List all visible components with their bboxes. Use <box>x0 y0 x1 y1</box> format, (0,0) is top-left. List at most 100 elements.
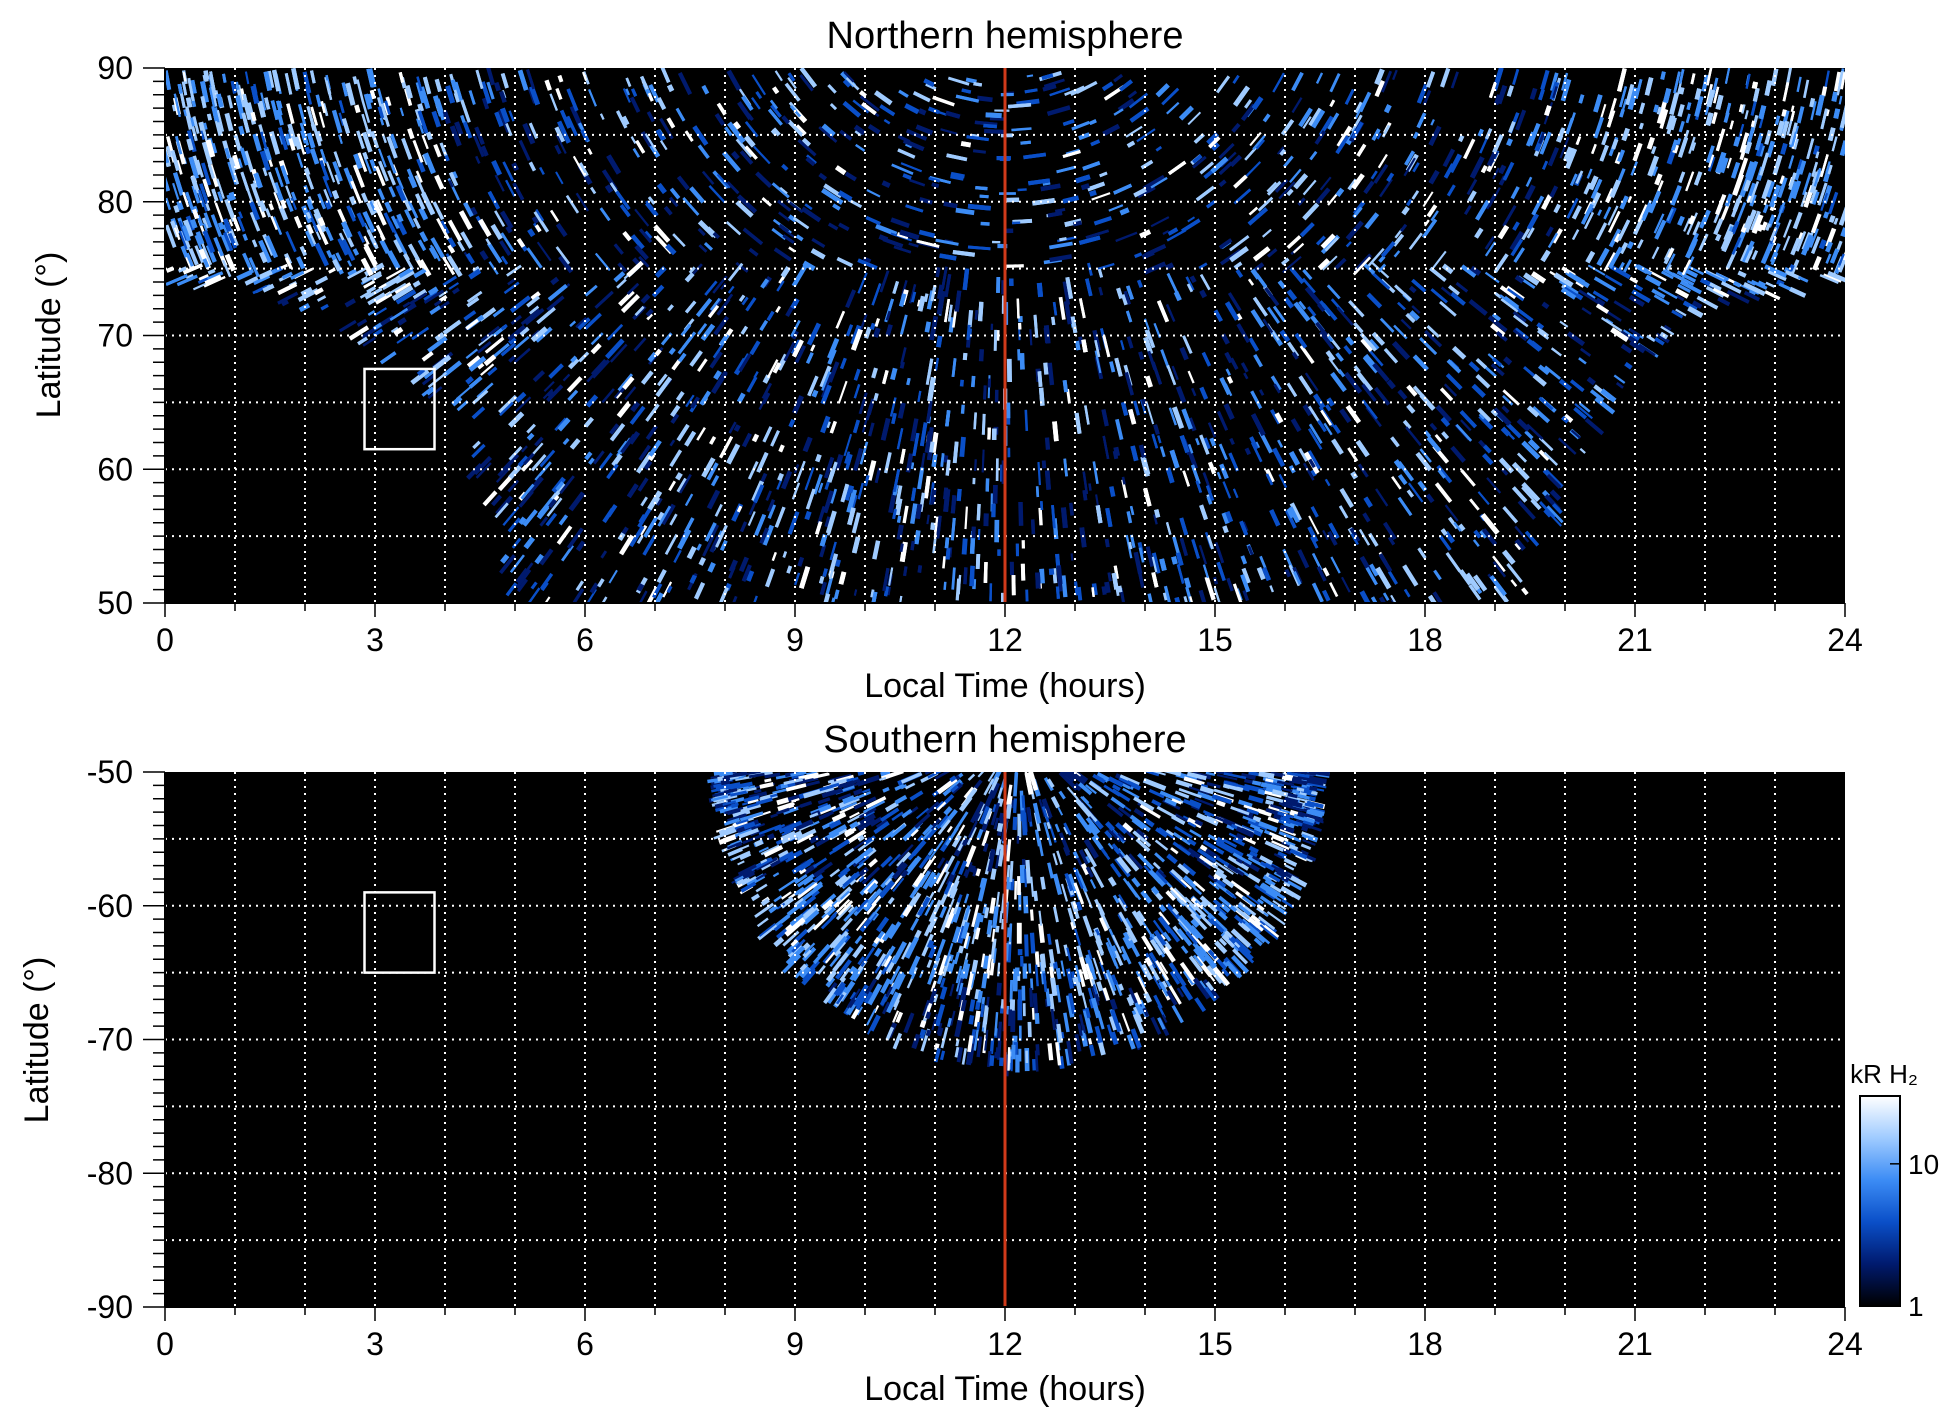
emission-streak <box>638 255 650 268</box>
emission-streak <box>842 79 851 88</box>
emission-streak <box>239 147 249 166</box>
emission-streak <box>369 89 376 100</box>
emission-streak <box>1670 185 1682 206</box>
emission-streak <box>284 257 293 270</box>
emission-streak <box>1297 549 1310 569</box>
emission-streak <box>273 191 282 209</box>
emission-streak <box>622 231 632 242</box>
emission-streak <box>804 203 813 211</box>
emission-streak <box>1433 569 1442 581</box>
emission-streak <box>1574 403 1594 420</box>
emission-streak <box>967 310 974 328</box>
emission-streak <box>1108 204 1124 212</box>
emission-streak <box>915 124 934 135</box>
emission-streak <box>824 516 832 528</box>
emission-streak <box>1003 264 1024 268</box>
emission-streak <box>826 518 835 536</box>
emission-streak <box>1297 197 1306 206</box>
emission-streak <box>475 155 481 164</box>
emission-streak <box>1516 307 1534 322</box>
emission-streak <box>549 93 558 111</box>
emission-streak <box>814 521 823 535</box>
emission-streak <box>1019 353 1025 370</box>
emission-streak <box>494 210 506 227</box>
emission-streak <box>192 155 202 175</box>
emission-streak <box>1696 295 1719 310</box>
emission-streak <box>1182 335 1193 354</box>
emission-streak <box>1793 138 1799 150</box>
emission-streak <box>1285 509 1297 529</box>
emission-streak <box>1262 113 1271 123</box>
emission-streak <box>341 118 351 134</box>
emission-streak <box>1545 226 1554 237</box>
emission-streak <box>1838 70 1845 85</box>
emission-streak <box>1229 437 1235 445</box>
emission-streak <box>1809 189 1818 205</box>
emission-streak <box>613 271 626 283</box>
emission-streak <box>1459 410 1477 429</box>
emission-streak <box>1638 102 1646 115</box>
emission-streak <box>1506 563 1523 583</box>
emission-streak <box>1349 527 1361 543</box>
emission-streak <box>669 449 683 468</box>
emission-streak <box>977 95 993 103</box>
emission-streak <box>1713 86 1720 104</box>
emission-streak <box>690 396 700 409</box>
emission-streak <box>1440 528 1448 536</box>
emission-streak <box>881 180 891 189</box>
emission-streak <box>1090 139 1101 147</box>
emission-streak <box>1029 329 1033 346</box>
emission-streak <box>676 477 688 493</box>
emission-streak <box>515 569 532 589</box>
emission-streak <box>819 544 827 558</box>
emission-streak <box>478 333 494 347</box>
emission-streak <box>1403 157 1416 177</box>
emission-streak <box>1125 125 1143 138</box>
emission-streak <box>1011 127 1032 132</box>
emission-streak <box>676 423 690 442</box>
emission-streak <box>203 223 208 232</box>
emission-streak <box>1439 300 1457 317</box>
emission-streak <box>414 108 424 126</box>
emission-streak <box>1206 535 1214 550</box>
emission-streak <box>1502 549 1516 565</box>
emission-streak <box>384 201 393 213</box>
emission-streak <box>565 194 580 214</box>
emission-streak <box>631 88 638 97</box>
emission-streak <box>1269 585 1275 593</box>
emission-streak <box>805 352 814 364</box>
emission-streak <box>1450 71 1459 89</box>
emission-streak <box>1632 142 1643 162</box>
emission-streak <box>640 75 649 90</box>
emission-streak <box>528 122 539 140</box>
emission-streak <box>1645 274 1662 287</box>
emission-streak <box>396 176 404 190</box>
emission-streak <box>1482 444 1492 454</box>
emission-streak <box>669 187 681 200</box>
emission-streak <box>347 268 358 277</box>
emission-streak <box>499 240 512 256</box>
emission-streak <box>684 130 694 142</box>
emission-streak <box>853 589 858 596</box>
emission-streak <box>1282 155 1294 168</box>
emission-streak <box>1289 266 1305 285</box>
emission-streak <box>183 219 194 238</box>
emission-streak <box>424 369 435 380</box>
emission-streak <box>285 231 297 253</box>
emission-streak <box>762 426 773 443</box>
emission-streak <box>1578 357 1587 365</box>
emission-streak <box>899 448 906 464</box>
emission-streak <box>328 267 336 274</box>
emission-streak <box>1210 156 1229 174</box>
emission-streak <box>359 290 372 299</box>
emission-streak <box>499 401 514 416</box>
emission-streak <box>412 289 428 301</box>
emission-streak <box>1544 105 1552 117</box>
emission-streak <box>1583 182 1592 195</box>
emission-streak <box>936 290 946 315</box>
emission-streak <box>436 217 450 240</box>
emission-streak <box>1705 112 1714 126</box>
emission-streak <box>1272 447 1286 468</box>
emission-streak <box>1599 103 1607 120</box>
emission-streak <box>706 462 719 481</box>
